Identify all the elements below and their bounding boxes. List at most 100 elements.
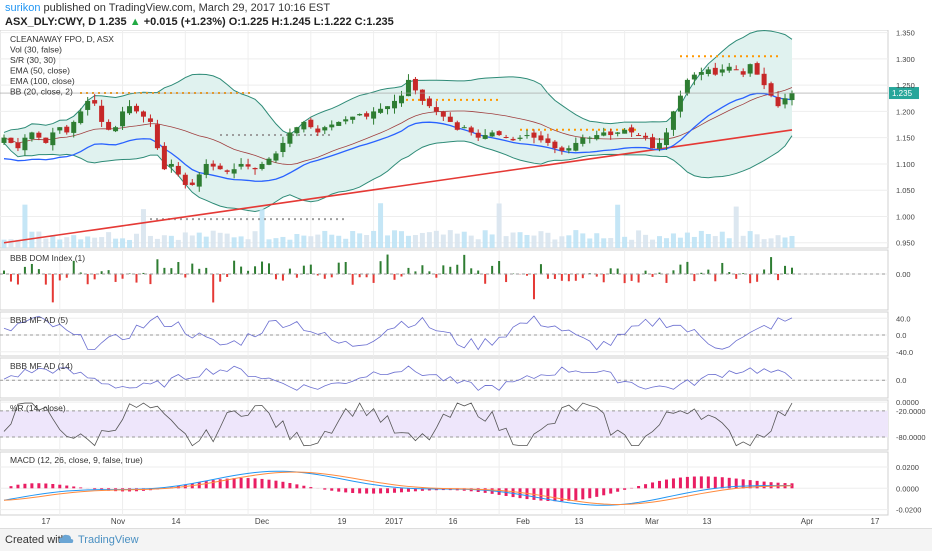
x-tick-label: Mar bbox=[645, 517, 659, 526]
dom-bar bbox=[10, 274, 12, 282]
dom-bar bbox=[463, 255, 465, 274]
volume-bar bbox=[169, 236, 174, 248]
volume-bar bbox=[769, 238, 774, 248]
dom-bar bbox=[122, 274, 124, 279]
dom-bar bbox=[345, 262, 347, 274]
dom-bar bbox=[624, 274, 626, 283]
volume-bar bbox=[678, 238, 683, 248]
volume-bar bbox=[357, 233, 362, 248]
tradingview-brand[interactable]: TradingView bbox=[78, 534, 139, 546]
author-link[interactable]: surikon bbox=[5, 2, 40, 14]
macd-hist-bar bbox=[763, 482, 766, 489]
dom-bar bbox=[31, 264, 33, 274]
volume-bar bbox=[504, 236, 509, 248]
volume-bar bbox=[78, 239, 83, 248]
macd-hist-bar bbox=[665, 480, 668, 489]
dom-bar bbox=[679, 265, 681, 274]
volume-bar bbox=[455, 234, 460, 248]
volume-bar bbox=[622, 237, 627, 248]
dom-bar bbox=[533, 274, 535, 299]
volume-bar bbox=[280, 237, 285, 248]
y-tick-label: 0.0000 bbox=[896, 398, 919, 407]
dom-bar bbox=[456, 265, 458, 274]
macd-hist-bar bbox=[233, 478, 236, 488]
volume-bar bbox=[497, 203, 502, 248]
volume-bar bbox=[552, 239, 557, 248]
y-tick-label: 1.150 bbox=[896, 134, 915, 143]
dom-bar bbox=[777, 274, 779, 280]
macd-hist-bar bbox=[358, 488, 361, 493]
dom-bar bbox=[170, 268, 172, 274]
volume-bar bbox=[615, 205, 620, 248]
dom-bar bbox=[547, 274, 549, 279]
y-tick-label: 1.000 bbox=[896, 212, 915, 221]
volume-bar bbox=[713, 236, 718, 248]
volume-bar bbox=[650, 240, 655, 248]
y-tick-label: 1.300 bbox=[896, 55, 915, 64]
ohlc-text: O:1.225 H:1.245 L:1.222 C:1.235 bbox=[229, 16, 394, 28]
dom-bar bbox=[268, 263, 270, 274]
dom-bar bbox=[24, 267, 26, 274]
dom-bar bbox=[324, 274, 326, 279]
last-price: 1.235 bbox=[99, 16, 127, 28]
legend-item: CLEANAWAY FPO, D, ASX bbox=[10, 34, 114, 44]
macd-hist-bar bbox=[672, 478, 675, 488]
y-tick-label: 0.0200 bbox=[896, 463, 919, 472]
dom-bar bbox=[17, 274, 19, 284]
macd-hist-bar bbox=[37, 483, 40, 488]
volume-bar bbox=[287, 240, 292, 248]
macd-hist-bar bbox=[644, 484, 647, 488]
macd-hist-bar bbox=[295, 484, 298, 488]
candle bbox=[8, 138, 13, 144]
volume-bar bbox=[783, 237, 788, 248]
legend-item: BB (20, close, 2) bbox=[10, 87, 73, 97]
dom-bar bbox=[289, 269, 291, 274]
macd-hist-bar bbox=[205, 481, 208, 488]
volume-bar bbox=[511, 232, 516, 248]
symbol-line: ASX_DLY:CWY, D 1.235 ▲ +0.015 (+1.23%) O… bbox=[5, 16, 394, 28]
volume-bar bbox=[127, 240, 132, 248]
macd-hist-bar bbox=[23, 484, 26, 489]
macd-hist-bar bbox=[700, 476, 703, 488]
volume-bar bbox=[476, 239, 481, 248]
pane-1 bbox=[0, 250, 888, 310]
macd-hist-bar bbox=[567, 488, 570, 501]
dom-bar bbox=[505, 274, 507, 282]
dom-bar bbox=[45, 274, 47, 285]
volume-bar bbox=[594, 233, 599, 248]
volume-bar bbox=[518, 232, 523, 248]
dom-bar bbox=[484, 274, 486, 284]
volume-bar bbox=[587, 238, 592, 248]
x-tick-label: Dec bbox=[255, 517, 269, 526]
volume-bar bbox=[762, 239, 767, 248]
macd-hist-bar bbox=[519, 488, 522, 498]
pane-title: BBB MF AD (14) bbox=[10, 361, 73, 371]
macd-hist-bar bbox=[693, 477, 696, 489]
macd-hist-bar bbox=[602, 488, 605, 495]
macd-hist-bar bbox=[309, 487, 312, 488]
dom-bar bbox=[631, 274, 633, 281]
dom-bar bbox=[749, 274, 751, 283]
chart-header: surikon published on TradingView.com, Ma… bbox=[0, 0, 932, 30]
volume-bar bbox=[664, 238, 669, 248]
volume-bar bbox=[580, 233, 585, 248]
dom-bar bbox=[707, 270, 709, 274]
volume-bar bbox=[141, 209, 146, 248]
dom-bar bbox=[407, 268, 409, 274]
macd-hist-bar bbox=[240, 478, 243, 488]
macd-hist-bar bbox=[400, 488, 403, 492]
macd-hist-bar bbox=[288, 483, 291, 488]
volume-bar bbox=[294, 234, 299, 248]
volume-bar bbox=[190, 235, 195, 248]
dom-bar bbox=[617, 269, 619, 274]
macd-hist-bar bbox=[281, 482, 284, 489]
legend-item: EMA (50, close) bbox=[10, 66, 70, 76]
dom-bar bbox=[219, 274, 221, 282]
y-tick-label: 0.0 bbox=[896, 376, 906, 385]
volume-bar bbox=[225, 234, 230, 248]
volume-bar bbox=[629, 240, 634, 248]
macd-hist-bar bbox=[212, 480, 215, 488]
x-tick-label: Nov bbox=[111, 517, 125, 526]
dom-bar bbox=[394, 274, 396, 280]
